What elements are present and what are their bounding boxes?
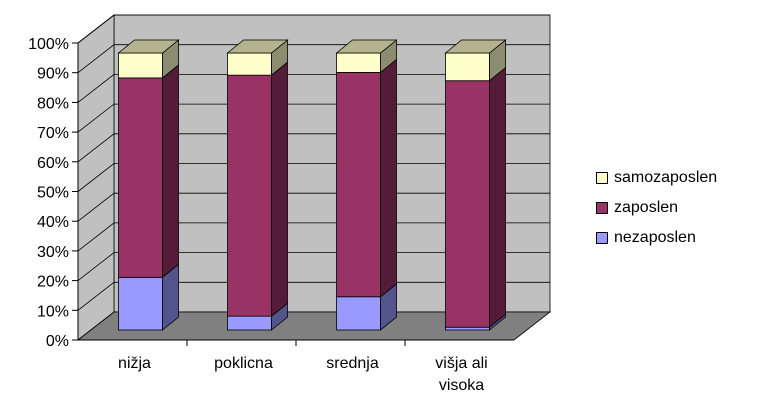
bar-top — [444, 39, 507, 54]
category-label: nižja — [118, 355, 151, 372]
gridline — [77, 14, 550, 44]
y-tick-label: 30% — [37, 244, 69, 261]
bar-front — [336, 296, 381, 331]
gridline — [77, 133, 550, 163]
gridline — [77, 163, 550, 192]
bar-zaposlen-1 — [227, 61, 288, 317]
legend-item-zaposlen: zaposlen — [596, 193, 717, 223]
bar-side — [162, 64, 179, 279]
bar-samozaposlen-1 — [226, 39, 289, 77]
bar-front — [118, 276, 163, 331]
bar-nezaposlen-1 — [227, 302, 288, 331]
y-tick-label: 70% — [37, 125, 69, 142]
bar-front — [227, 74, 272, 317]
bar-front — [336, 71, 381, 298]
bar-side — [489, 66, 506, 329]
category-label: poklicna — [214, 355, 273, 372]
legend-item-samozaposlen: samozaposlen — [596, 163, 717, 193]
bar-side — [380, 58, 397, 298]
bar-front — [118, 52, 163, 79]
bar-nezaposlen-2 — [336, 282, 397, 331]
legend-label: samozaposlen — [614, 169, 718, 186]
gridline — [77, 281, 550, 311]
bar-front — [336, 52, 381, 73]
legend: samozaposlen zaposlen nezaposlen — [596, 163, 717, 253]
y-tick-label: 10% — [37, 303, 69, 320]
gridline — [77, 103, 550, 133]
legend-label: zaposlen — [614, 199, 679, 216]
bar-front — [227, 52, 272, 76]
bar-front — [445, 326, 490, 331]
bar-samozaposlen-2 — [335, 39, 398, 74]
y-tick-labels: 0% 10% 20% 30% 40% 50% 60% 70% 80% 90% 100% — [28, 36, 69, 350]
y-tick-label: 50% — [37, 185, 69, 202]
category-label: višja ali — [435, 355, 487, 372]
bar-side — [271, 61, 288, 317]
bars — [117, 39, 507, 331]
bar-zaposlen-2 — [336, 58, 397, 298]
bar-samozaposlen-3 — [444, 39, 507, 82]
gridlines — [77, 14, 550, 311]
y-tick-label: 90% — [37, 66, 69, 83]
y-tick-label: 20% — [37, 274, 69, 291]
y-tick-label: 60% — [37, 155, 69, 172]
axes — [72, 42, 514, 346]
legend-swatch — [596, 172, 608, 184]
gridline — [77, 222, 550, 252]
gridline — [77, 44, 550, 74]
bar-front — [445, 80, 490, 328]
y-tick-label: 100% — [28, 36, 69, 53]
legend-swatch — [596, 232, 608, 244]
bar-zaposlen-0 — [118, 64, 179, 279]
gridline — [77, 192, 550, 222]
bar-samozaposlen-0 — [117, 39, 180, 79]
bar-top — [226, 39, 289, 54]
category-labels: nižja poklicna srednja višja ali visoka — [118, 355, 488, 394]
bar-zaposlen-3 — [445, 66, 506, 329]
y-tick-label: 80% — [37, 95, 69, 112]
legend-item-nezaposlen: nezaposlen — [596, 223, 717, 253]
gridline — [77, 252, 550, 281]
bar-front — [118, 77, 163, 278]
bar-top — [335, 39, 398, 54]
gridline — [77, 74, 550, 103]
legend-swatch — [596, 202, 608, 214]
bar-front — [227, 315, 272, 331]
category-label: srednja — [326, 355, 379, 372]
category-label: visoka — [439, 377, 484, 394]
y-tick-label: 40% — [37, 214, 69, 231]
legend-label: nezaposlen — [614, 229, 696, 246]
bar-front — [445, 52, 490, 82]
bar-top — [117, 39, 180, 54]
y-tick-label: 0% — [46, 333, 69, 350]
